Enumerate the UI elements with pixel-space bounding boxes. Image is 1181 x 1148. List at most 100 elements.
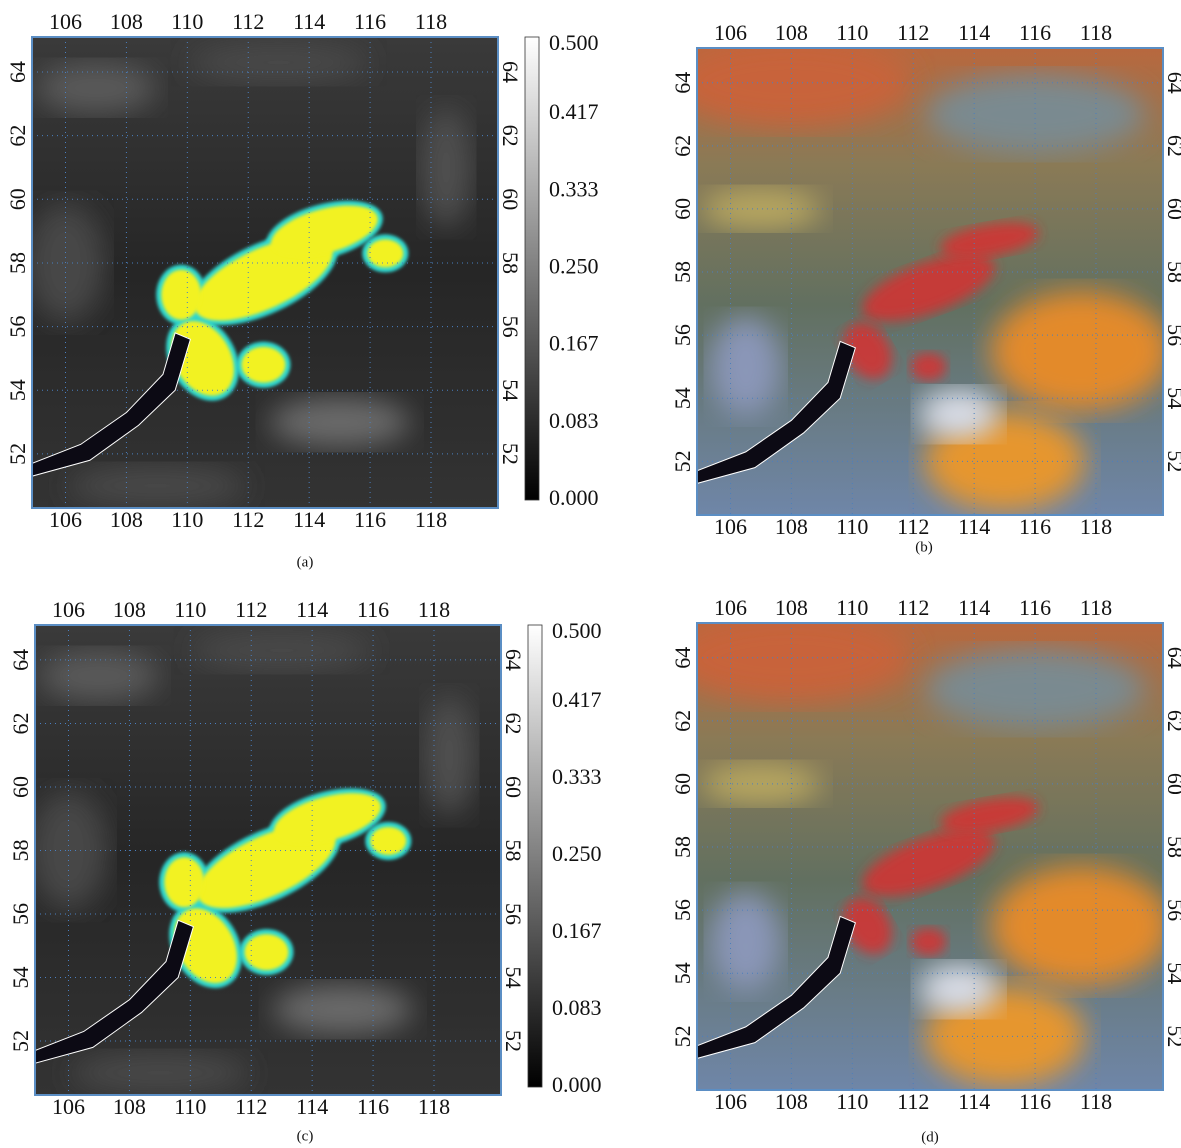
lon-label: 114 bbox=[296, 1094, 328, 1119]
lon-label: 110 bbox=[174, 597, 206, 622]
lat-label: 60 bbox=[1163, 773, 1181, 795]
lon-label: 118 bbox=[418, 1094, 450, 1119]
lat-label: 60 bbox=[5, 188, 30, 210]
lat-label: 60 bbox=[670, 198, 695, 220]
lon-label: 112 bbox=[897, 514, 929, 539]
satellite-image bbox=[671, 613, 1170, 1090]
lon-label: 114 bbox=[958, 595, 990, 620]
lat-label: 54 bbox=[501, 967, 526, 989]
lat-label: 60 bbox=[8, 776, 33, 798]
lat-label: 60 bbox=[501, 776, 526, 798]
lon-label: 110 bbox=[171, 9, 203, 34]
lat-label: 62 bbox=[5, 125, 30, 147]
lon-label: 116 bbox=[1019, 1089, 1051, 1114]
lon-label: 108 bbox=[113, 1094, 146, 1119]
cloud bbox=[39, 651, 159, 701]
lat-label: 60 bbox=[670, 773, 695, 795]
lat-label: 64 bbox=[498, 61, 523, 83]
colorbar-label: 0.417 bbox=[549, 99, 599, 124]
lon-label: 108 bbox=[775, 1089, 808, 1114]
figure: 106 108 110 112 114 116 118 106 108 110 112 114 116 1… bbox=[0, 0, 1181, 1148]
lon-label: 112 bbox=[232, 9, 264, 34]
lat-label: 54 bbox=[1163, 387, 1181, 409]
lon-label: 112 bbox=[232, 507, 264, 532]
lat-label: 62 bbox=[1163, 135, 1181, 157]
lat-label: 64 bbox=[501, 649, 526, 671]
fire-mask bbox=[244, 934, 288, 970]
fire-mask bbox=[164, 857, 204, 907]
cloud bbox=[424, 695, 474, 815]
lat-label: 58 bbox=[498, 252, 523, 274]
lat-label: 54 bbox=[1163, 962, 1181, 984]
lon-label: 116 bbox=[357, 597, 389, 622]
lat-label: 52 bbox=[670, 450, 695, 472]
lat-label: 62 bbox=[498, 125, 523, 147]
lat-label: 62 bbox=[8, 712, 33, 734]
cloud bbox=[67, 466, 247, 506]
lon-label: 118 bbox=[1080, 595, 1112, 620]
lat-label: 52 bbox=[498, 443, 523, 465]
lat-label: 56 bbox=[670, 324, 695, 346]
colorbar-label: 0.417 bbox=[552, 687, 602, 712]
lon-label: 112 bbox=[235, 1094, 267, 1119]
lat-label: 52 bbox=[501, 1030, 526, 1052]
lat-label: 54 bbox=[670, 962, 695, 984]
lat-label: 58 bbox=[8, 839, 33, 861]
lon-label: 110 bbox=[174, 1094, 206, 1119]
colorbar-label: 0.250 bbox=[549, 254, 599, 279]
cloud bbox=[270, 397, 410, 447]
cloud bbox=[919, 389, 999, 439]
lat-label: 58 bbox=[670, 261, 695, 283]
lat-label: 52 bbox=[670, 1025, 695, 1047]
lon-label: 116 bbox=[1019, 595, 1051, 620]
lon-label: 108 bbox=[775, 514, 808, 539]
lat-label: 58 bbox=[1163, 836, 1181, 858]
cloud bbox=[36, 63, 156, 113]
lat-label: 64 bbox=[1163, 72, 1181, 94]
lon-label: 118 bbox=[415, 9, 447, 34]
colorbar-label: 0.500 bbox=[549, 30, 599, 55]
lon-label: 108 bbox=[110, 9, 143, 34]
lon-label: 112 bbox=[897, 1089, 929, 1114]
lon-label: 118 bbox=[1080, 20, 1112, 45]
colorbar-label: 0.333 bbox=[552, 764, 602, 789]
lon-label: 116 bbox=[1019, 514, 1051, 539]
lon-label: 114 bbox=[296, 597, 328, 622]
lat-label: 64 bbox=[670, 647, 695, 669]
lat-label: 56 bbox=[1163, 899, 1181, 921]
lon-label: 116 bbox=[357, 1094, 389, 1119]
lon-label: 114 bbox=[958, 1089, 990, 1114]
lon-label: 106 bbox=[714, 1089, 747, 1114]
lon-label: 114 bbox=[293, 9, 325, 34]
colorbar-label: 0.250 bbox=[552, 841, 602, 866]
lat-label: 54 bbox=[498, 379, 523, 401]
lon-label: 112 bbox=[897, 20, 929, 45]
lon-label: 106 bbox=[714, 514, 747, 539]
colorbar-label: 0.333 bbox=[549, 176, 599, 201]
lon-label: 108 bbox=[775, 595, 808, 620]
colorbar-label: 0.167 bbox=[549, 331, 599, 356]
lat-label: 62 bbox=[1163, 710, 1181, 732]
lat-label: 62 bbox=[501, 712, 526, 734]
lat-label: 64 bbox=[670, 72, 695, 94]
lon-label: 114 bbox=[293, 507, 325, 532]
lon-label: 106 bbox=[49, 9, 82, 34]
cloud bbox=[421, 107, 471, 227]
lat-label: 64 bbox=[1163, 647, 1181, 669]
cloud bbox=[192, 630, 372, 670]
lon-label: 118 bbox=[1080, 514, 1112, 539]
caption: (b) bbox=[915, 539, 933, 555]
lon-label: 106 bbox=[52, 597, 85, 622]
colorbar-label: 0.500 bbox=[552, 618, 602, 643]
colorbar-label: 0.000 bbox=[552, 1072, 602, 1097]
lat-label: 52 bbox=[5, 443, 30, 465]
cloud bbox=[919, 964, 999, 1014]
lat-label: 58 bbox=[5, 252, 30, 274]
lat-label: 52 bbox=[1163, 450, 1181, 472]
lat-label: 58 bbox=[1163, 261, 1181, 283]
lat-label: 52 bbox=[1163, 1025, 1181, 1047]
lat-label: 56 bbox=[5, 316, 30, 338]
cloud bbox=[925, 74, 1145, 154]
